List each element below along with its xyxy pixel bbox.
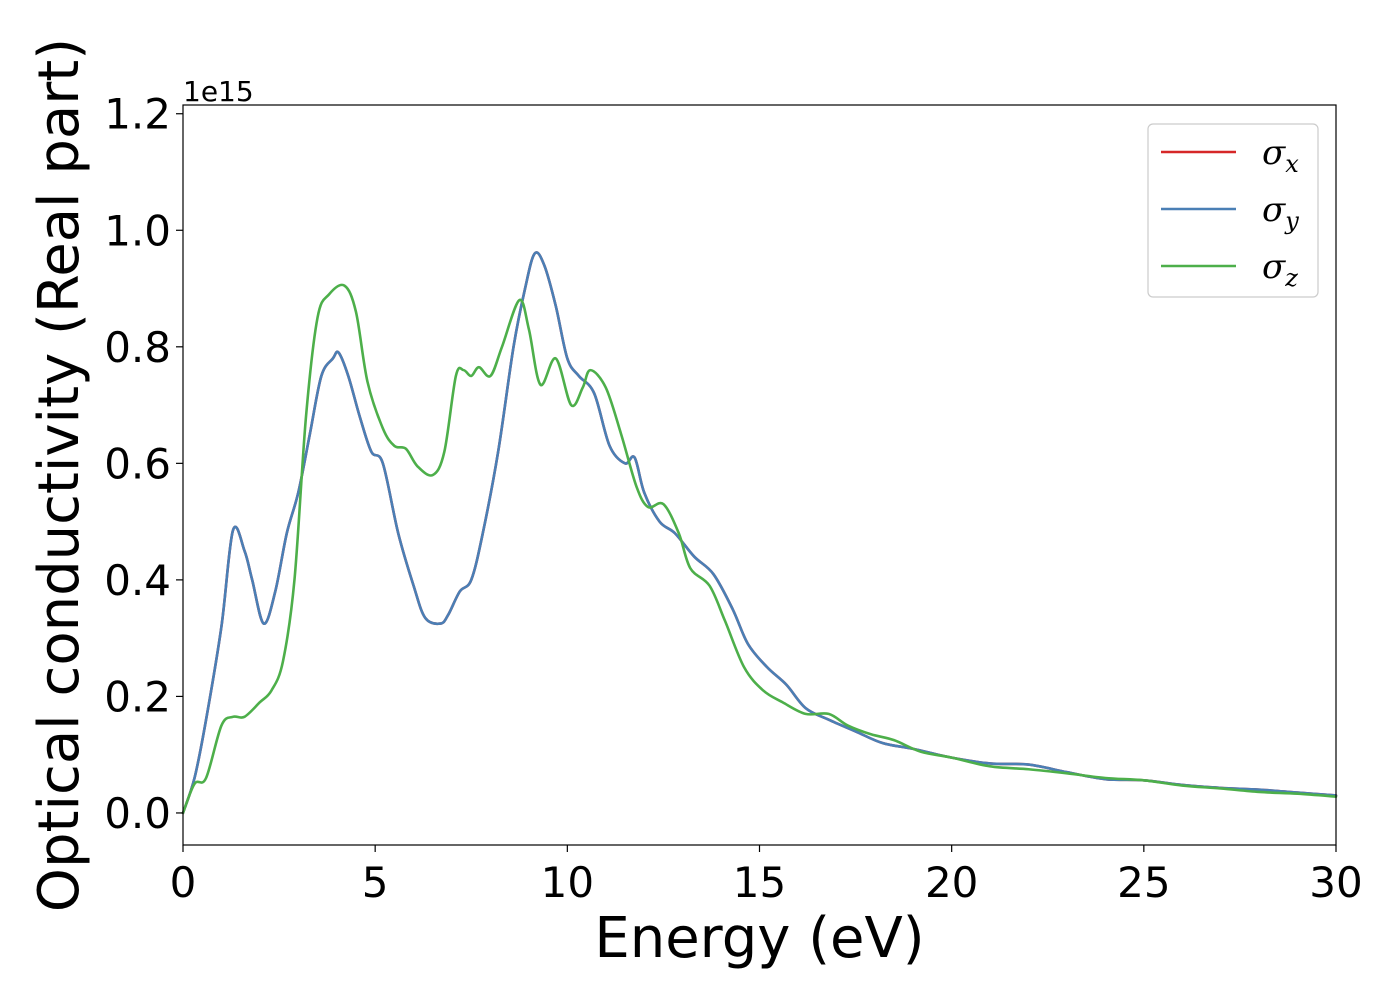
- x-tick-label: 0: [170, 858, 197, 907]
- legend-label-z: σz: [1262, 247, 1298, 292]
- series-line-x: [181, 251, 1338, 815]
- y-tick-label: 1.0: [104, 206, 171, 255]
- y-tick-label: 0.8: [104, 323, 171, 372]
- y-tick-label: 0.2: [104, 672, 171, 721]
- y-tick-label: 0.4: [104, 556, 171, 605]
- x-axis-ticks: 0 5 10 15 20 25 30: [170, 845, 1363, 907]
- legend-box: [1147, 123, 1319, 298]
- y-axis-ticks: 0.0 0.2 0.4 0.6 0.8 1.0 1.2: [104, 90, 183, 838]
- legend: σx σy σz: [1147, 123, 1319, 298]
- x-tick-label: 25: [1117, 858, 1170, 907]
- plot-lines: [181, 251, 1338, 815]
- y-tick-label: 0.0: [104, 789, 171, 838]
- legend-label-y: σy: [1262, 190, 1299, 235]
- y-tick-label: 1.2: [104, 90, 171, 139]
- x-axis-title: Energy (eV): [594, 906, 924, 971]
- x-tick-label: 5: [362, 858, 389, 907]
- x-tick-label: 20: [925, 858, 978, 907]
- y-offset-label: 1e15: [183, 75, 254, 108]
- y-tick-label: 0.6: [104, 439, 171, 488]
- x-tick-label: 15: [733, 858, 786, 907]
- y-axis-title: Optical conductivity (Real part): [27, 38, 92, 912]
- series-line-y: [181, 251, 1338, 815]
- legend-label-x: σx: [1262, 133, 1299, 178]
- series-line-z: [181, 283, 1338, 815]
- x-tick-label: 10: [541, 858, 594, 907]
- x-tick-label: 30: [1309, 858, 1362, 907]
